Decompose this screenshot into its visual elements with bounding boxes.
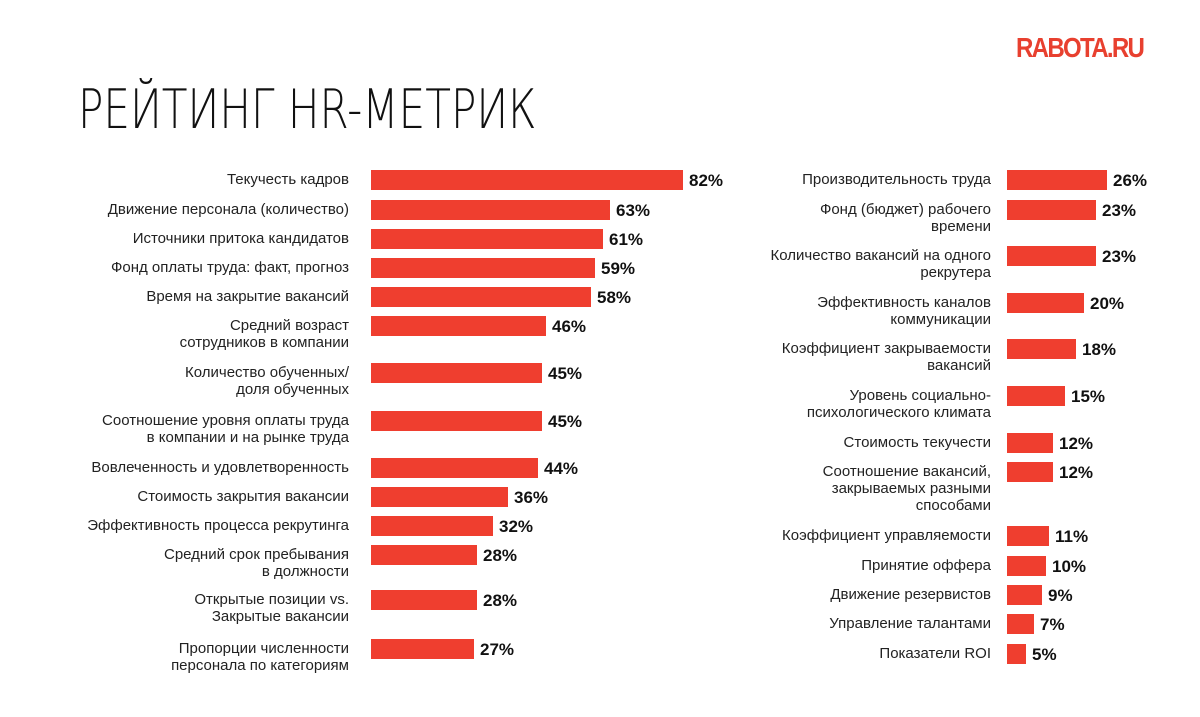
bar-label: Соотношение вакансий, закрываемых разным…	[822, 463, 991, 514]
bar	[371, 200, 610, 220]
bar	[371, 363, 542, 383]
bar	[371, 229, 603, 249]
bar-value: 26%	[1113, 171, 1148, 190]
bar-label: Показатели ROI	[879, 645, 991, 662]
bar-value: 12%	[1059, 434, 1094, 453]
bar	[1007, 585, 1042, 605]
bar	[1007, 246, 1096, 266]
bar-value: 20%	[1090, 294, 1125, 313]
bar-value: 59%	[601, 259, 636, 278]
bar	[1007, 200, 1096, 220]
bar	[1007, 339, 1076, 359]
bar	[1007, 556, 1046, 576]
bar	[371, 545, 477, 565]
bar-value: 46%	[552, 317, 587, 336]
bar-value: 45%	[548, 364, 583, 383]
bar-value: 44%	[544, 459, 579, 478]
bar-label: Вовлеченность и удовлетворенность	[91, 459, 349, 476]
bar-value: 27%	[480, 640, 515, 659]
bar-value: 11%	[1055, 527, 1089, 546]
bar	[371, 170, 683, 190]
bar-value: 61%	[609, 230, 644, 249]
bar-label: Время на закрытие вакансий	[146, 288, 349, 305]
bar	[371, 487, 508, 507]
bar-value: 32%	[499, 517, 534, 536]
bar-label: Эффективность процесса рекрутинга	[87, 517, 349, 534]
bar-value: 63%	[616, 201, 651, 220]
bar-value: 5%	[1032, 645, 1057, 664]
bar-value: 23%	[1102, 201, 1137, 220]
bar-label: Соотношение уровня оплаты труда в компан…	[102, 412, 349, 446]
bar	[371, 590, 477, 610]
bar	[1007, 644, 1026, 664]
bar-label: Средний возраст сотрудников в компании	[179, 317, 349, 351]
bar-value: 45%	[548, 412, 583, 431]
bar-value: 7%	[1040, 615, 1065, 634]
bar-value: 28%	[483, 591, 518, 610]
bar	[371, 411, 542, 431]
bar-value: 9%	[1048, 586, 1073, 605]
bar	[371, 287, 591, 307]
bar-label: Фонд (бюджет) рабочего времени	[819, 201, 991, 235]
bar	[1007, 386, 1065, 406]
bar-value: 58%	[597, 288, 632, 307]
bar	[371, 458, 538, 478]
bar-value: 82%	[689, 171, 724, 190]
bar-label: Источники притока кандидатов	[132, 230, 349, 247]
bar-label: Уровень социально- психологического клим…	[806, 387, 991, 421]
bar-label: Стоимость текучести	[843, 434, 991, 451]
bar-label: Пропорции численности персонала по катег…	[171, 640, 349, 674]
bar-label: Принятие оффера	[861, 557, 991, 574]
bar	[1007, 433, 1053, 453]
bar-value: 28%	[483, 546, 518, 565]
bar-label: Движение резервистов	[830, 586, 991, 603]
bar-label: Количество вакансий на одного рекрутера	[770, 247, 991, 281]
bar-value: 36%	[514, 488, 549, 507]
bar-label: Движение персонала (количество)	[107, 201, 349, 218]
bar-label: Открытые позиции vs. Закрытые вакансии	[194, 591, 349, 625]
bar-value: 15%	[1071, 387, 1106, 406]
bar	[1007, 170, 1107, 190]
bar	[1007, 462, 1053, 482]
bar	[371, 258, 595, 278]
bar-value: 10%	[1052, 557, 1087, 576]
bar	[371, 516, 493, 536]
bar-label: Количество обученных/ доля обученных	[185, 364, 349, 398]
bar-label: Фонд оплаты труда: факт, прогноз	[110, 259, 349, 276]
bar	[1007, 293, 1084, 313]
bar-label: Производительность труда	[802, 171, 991, 188]
bar-value: 12%	[1059, 463, 1094, 482]
bar-label: Стоимость закрытия вакансии	[137, 488, 349, 505]
page-title: РЕЙТИНГ HR-МЕТРИК	[78, 78, 537, 141]
bar	[1007, 526, 1049, 546]
bar-value: 23%	[1102, 247, 1137, 266]
bar-label: Текучесть кадров	[226, 171, 349, 188]
bar-label: Коэффициент закрываемости вакансий	[781, 340, 991, 374]
bar-label: Управление талантами	[829, 615, 991, 632]
bar	[1007, 614, 1034, 634]
bar-label: Коэффициент управляемости	[782, 527, 991, 544]
bar	[371, 639, 474, 659]
bar	[371, 316, 546, 336]
bar-label: Эффективность каналов коммуникации	[817, 294, 991, 328]
bar-value: 18%	[1082, 340, 1117, 359]
rabota-ru-logo: RABOTA.RU	[1016, 32, 1145, 63]
bar-label: Средний срок пребывания в должности	[163, 546, 349, 580]
